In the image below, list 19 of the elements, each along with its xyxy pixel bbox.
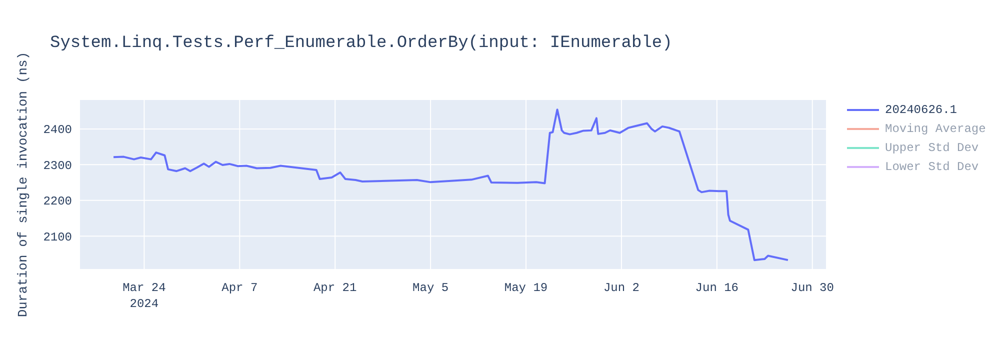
x-tick-label: Apr 7 [222,281,258,295]
y-tick-label: 2200 [43,194,72,209]
x-tick-label: Jun 2 [603,281,640,295]
legend-label: Moving Average [885,122,986,136]
x-tick-label: Mar 24 2024 [122,281,166,311]
x-tick-label: Jun 16 [695,281,739,295]
x-tick-label: Jun 30 [790,281,834,295]
y-tick-label: 2100 [43,230,72,244]
y-tick-label: 2400 [43,123,72,138]
x-tick-label: May 5 [412,281,449,295]
line-series [112,108,789,262]
legend-label: Lower Std Dev [885,160,979,174]
x-tick-label: May 19 [504,281,548,295]
chart-title: System.Linq.Tests.Perf_Enumerable.OrderBy(input: IEnumerable) [50,34,672,53]
y-tick-label: 2300 [43,158,72,173]
y-axis-title: Duration of single invocation (ns) [16,52,31,318]
legend-label: Upper Std Dev [885,140,979,154]
legend-label: 20240626.1 [885,102,958,116]
x-tick-label: Apr 21 [313,281,357,295]
